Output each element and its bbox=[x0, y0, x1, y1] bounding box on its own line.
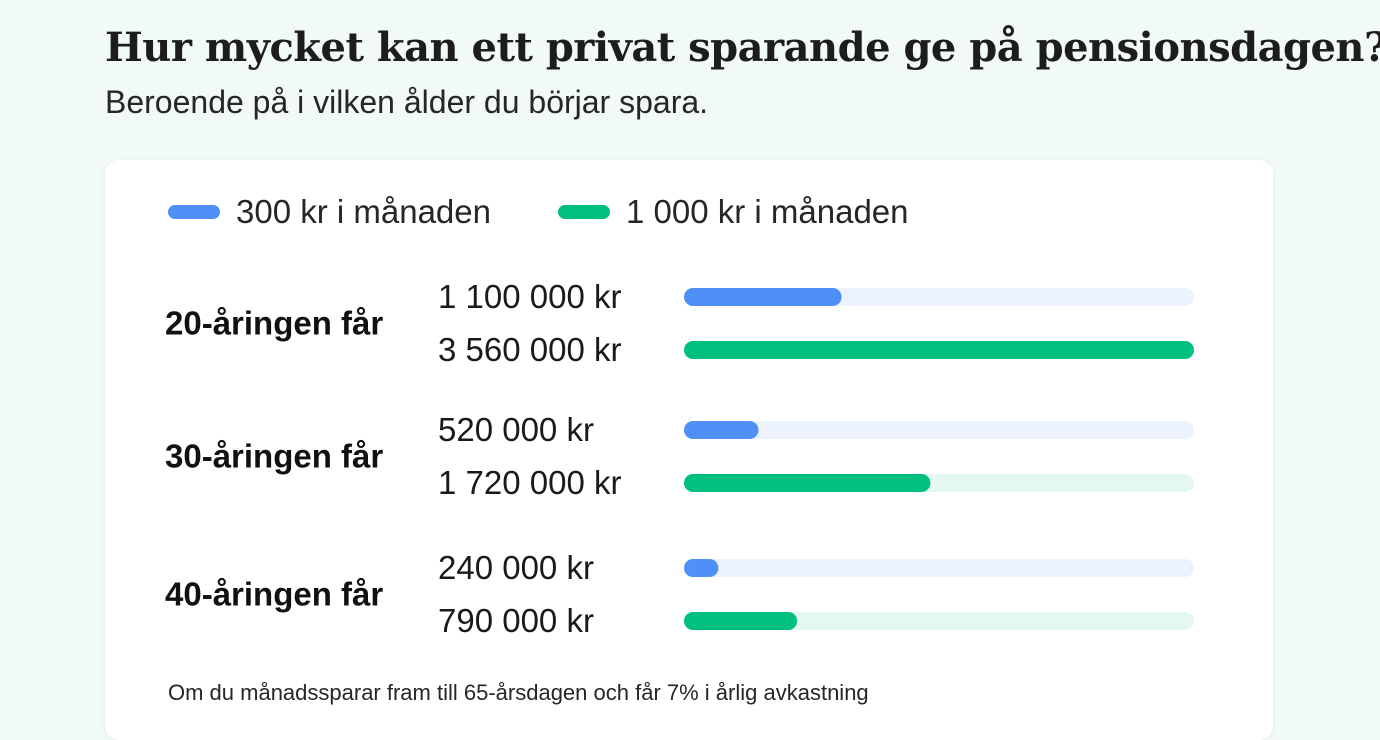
chart-card bbox=[105, 160, 1273, 740]
bar bbox=[684, 474, 931, 492]
category-label: 30-åringen får bbox=[165, 438, 383, 475]
legend-swatch-300 bbox=[168, 205, 220, 219]
data-label: 1 100 000 kr bbox=[438, 278, 621, 315]
footnote: Om du månadssparar fram till 65-årsdagen… bbox=[168, 680, 869, 705]
legend-item-1000: 1 000 kr i månaden bbox=[558, 190, 909, 234]
data-label: 1 720 000 kr bbox=[438, 464, 621, 501]
legend-item-300: 300 kr i månaden bbox=[168, 190, 491, 234]
bar bbox=[684, 421, 759, 439]
bar-track bbox=[684, 421, 1194, 439]
bar-track bbox=[684, 612, 1194, 630]
category-label: 40-åringen får bbox=[165, 576, 383, 613]
bar-chart: 20-åringen får 1 100 000 kr 3 560 000 kr 30… bbox=[165, 278, 1194, 639]
data-label: 790 000 kr bbox=[438, 602, 594, 639]
bar bbox=[684, 288, 842, 306]
bar-track bbox=[684, 559, 1194, 577]
data-label: 520 000 kr bbox=[438, 411, 594, 448]
legend-label-300: 300 kr i månaden bbox=[236, 193, 491, 230]
chart-title: Hur mycket kan ett privat sparande ge på… bbox=[105, 24, 1380, 71]
chart-subtitle: Beroende på i vilken ålder du börjar spa… bbox=[105, 84, 709, 120]
bar bbox=[684, 612, 798, 630]
legend-swatch-1000 bbox=[558, 205, 610, 219]
data-label: 240 000 kr bbox=[438, 549, 594, 586]
category-label: 20-åringen får bbox=[165, 305, 383, 342]
data-label: 3 560 000 kr bbox=[438, 331, 621, 368]
bar bbox=[684, 341, 1194, 359]
legend-label-1000: 1 000 kr i månaden bbox=[626, 193, 909, 230]
bar bbox=[684, 559, 719, 577]
